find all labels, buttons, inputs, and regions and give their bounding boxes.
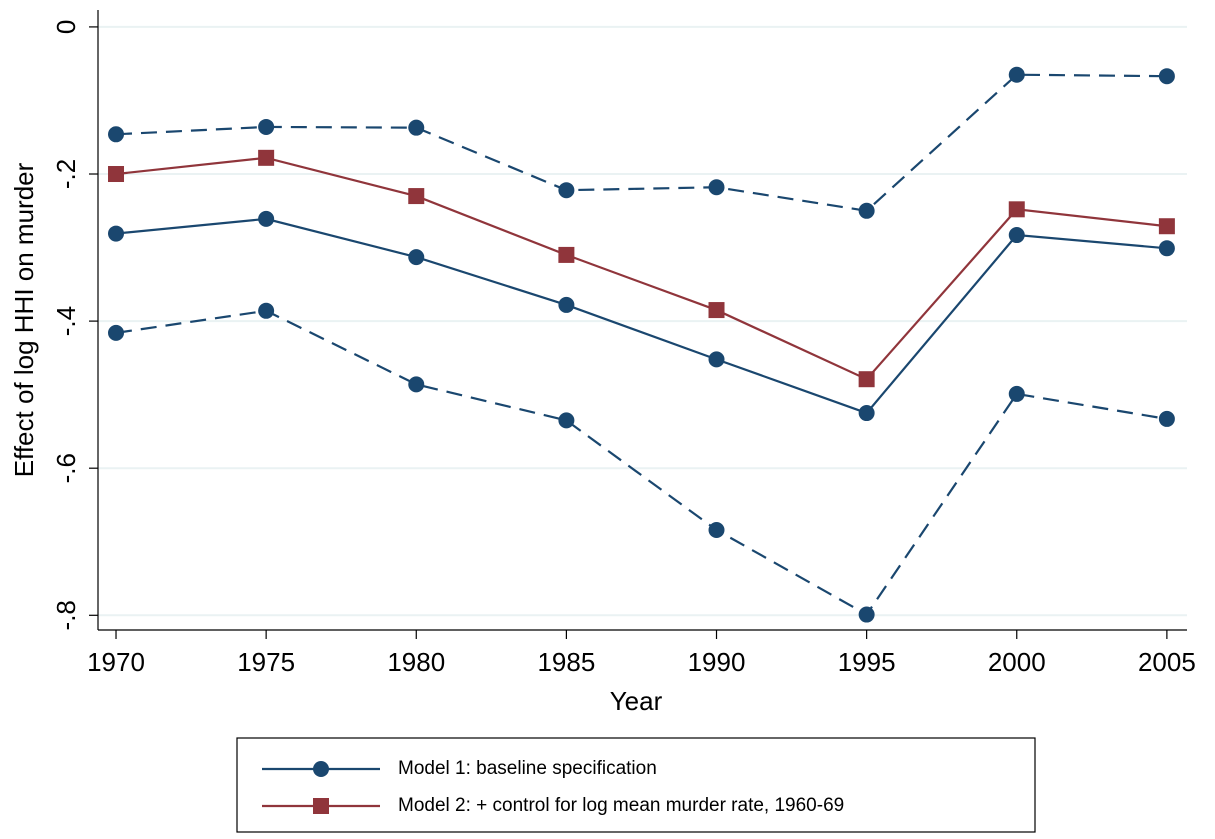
data-point: [408, 188, 425, 205]
x-tick-label: 1990: [688, 647, 746, 677]
data-point: [558, 412, 575, 429]
data-point: [708, 521, 725, 538]
data-point: [1158, 218, 1175, 235]
data-point: [1158, 240, 1175, 257]
data-point: [858, 606, 875, 623]
data-point: [858, 371, 875, 388]
data-point: [108, 166, 125, 183]
x-tick-label: 1975: [237, 647, 295, 677]
data-point: [708, 302, 725, 319]
y-tick-label: -.2: [51, 159, 81, 189]
x-tick-label: 1985: [537, 647, 595, 677]
x-tick-label: 1980: [387, 647, 445, 677]
y-tick-label: 0: [51, 20, 81, 34]
data-point: [558, 296, 575, 313]
data-point: [1008, 385, 1025, 402]
data-point: [258, 149, 275, 166]
legend-box: [236, 737, 1036, 833]
legend-label: Model 1: baseline specification: [398, 758, 657, 779]
data-point: [1158, 68, 1175, 85]
x-tick-label: 2000: [988, 647, 1046, 677]
y-axis-title: Effect of log HHI on murder: [9, 162, 39, 477]
legend-marker: [313, 798, 329, 814]
data-point: [1158, 410, 1175, 427]
y-tick-label: -.6: [51, 453, 81, 483]
series-line: [115, 156, 1168, 381]
data-point: [258, 302, 275, 319]
data-point: [1008, 66, 1025, 83]
series-line: [115, 217, 1167, 415]
series-line: [115, 309, 1168, 617]
data-point: [108, 324, 125, 341]
data-point: [258, 118, 275, 135]
data-point: [708, 351, 725, 368]
data-point: [108, 225, 125, 242]
data-point: [708, 179, 725, 196]
legend-marker: [313, 761, 329, 777]
series-line: [115, 73, 1167, 212]
data-point: [408, 119, 425, 136]
x-tick-label: 2005: [1138, 647, 1196, 677]
x-axis-title: Year: [610, 686, 663, 716]
data-point: [858, 405, 875, 422]
data-point: [408, 249, 425, 266]
x-tick-label: 1970: [87, 647, 145, 677]
data-point: [258, 210, 275, 227]
data-point: [408, 376, 425, 393]
data-point: [1008, 227, 1025, 244]
legend-label: Model 2: + control for log mean murder r…: [398, 795, 844, 816]
data-point: [558, 246, 575, 263]
y-tick-label: -.4: [51, 306, 81, 336]
data-point: [1008, 201, 1025, 218]
data-point: [858, 202, 875, 219]
data-point: [558, 182, 575, 199]
y-tick-label: -.8: [51, 600, 81, 630]
data-point: [108, 126, 125, 143]
x-tick-label: 1995: [838, 647, 896, 677]
